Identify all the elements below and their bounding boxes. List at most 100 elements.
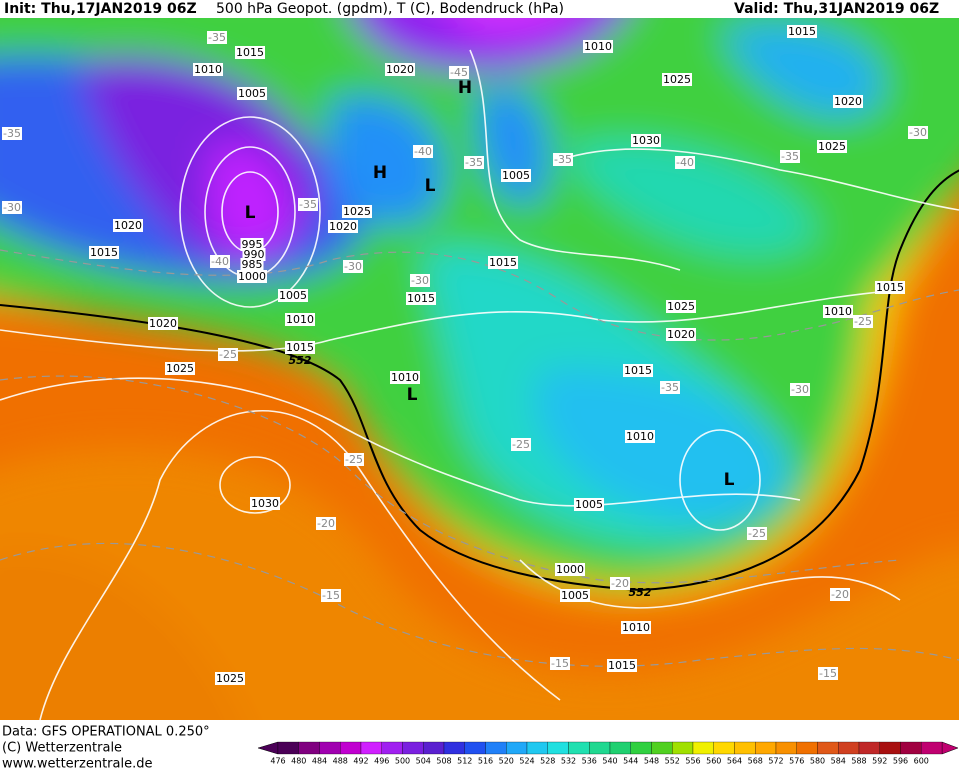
pressure-center: L bbox=[425, 176, 436, 196]
temperature-label-box bbox=[2, 127, 22, 140]
scale-label: 540 bbox=[602, 757, 617, 766]
isobar-label-box bbox=[631, 134, 661, 147]
temperature-label-box bbox=[660, 381, 680, 394]
isobar-label: 1015 bbox=[876, 281, 904, 294]
isobar-label-box bbox=[342, 205, 372, 218]
pressure-center: H bbox=[373, 163, 387, 183]
temperature-label-box bbox=[780, 150, 800, 163]
isobar-label: 1015 bbox=[236, 46, 264, 59]
scale-swatch bbox=[755, 741, 777, 755]
scale-label: 572 bbox=[768, 757, 783, 766]
scale-swatch bbox=[900, 741, 922, 755]
isobar-label-box bbox=[833, 95, 863, 108]
temperature-label: -20 bbox=[831, 588, 849, 601]
temperature-label: -40 bbox=[676, 156, 694, 169]
scale-label: 556 bbox=[685, 757, 700, 766]
isobar-label: 1005 bbox=[575, 498, 603, 511]
isobar-label-box bbox=[328, 220, 358, 233]
isobar-label-box bbox=[488, 256, 518, 269]
scale-swatch bbox=[734, 741, 756, 755]
isobar-label-box bbox=[285, 313, 315, 326]
header-title: 500 hPa Geopot. (gpdm), T (C), Bodendruc… bbox=[216, 1, 564, 17]
temperature-label: -30 bbox=[909, 126, 927, 139]
temperature-label-box bbox=[830, 588, 850, 601]
pressure-center: H bbox=[458, 78, 472, 98]
scale-end-right bbox=[941, 741, 959, 755]
scale-label: 508 bbox=[436, 757, 451, 766]
scale-swatch bbox=[713, 741, 735, 755]
isobar-label: 1020 bbox=[114, 219, 142, 232]
scale-swatch bbox=[858, 741, 880, 755]
scale-label: 552 bbox=[665, 757, 680, 766]
header-valid: Valid: Thu,31JAN2019 06Z bbox=[734, 1, 939, 17]
scale-label: 564 bbox=[727, 757, 742, 766]
isobar-label-box bbox=[165, 362, 195, 375]
temperature-label-box bbox=[550, 657, 570, 670]
scale-swatch bbox=[589, 741, 611, 755]
scale-label: 548 bbox=[644, 757, 659, 766]
scale-label: 532 bbox=[561, 757, 576, 766]
scale-swatch bbox=[402, 741, 424, 755]
isobar-label: 1005 bbox=[502, 169, 530, 182]
temperature-label: -35 bbox=[554, 153, 572, 166]
isobar-label: 1020 bbox=[834, 95, 862, 108]
scale-label: 600 bbox=[914, 757, 929, 766]
scale-swatch bbox=[817, 741, 839, 755]
isobar-label: 1005 bbox=[279, 289, 307, 302]
scale-swatch bbox=[775, 741, 797, 755]
temperature-label-box bbox=[344, 453, 364, 466]
temperature-label-box bbox=[343, 260, 363, 273]
temperature-label: -15 bbox=[551, 657, 569, 670]
isobar-label-box bbox=[113, 219, 143, 232]
isobar-label: 1020 bbox=[329, 220, 357, 233]
scale-label: 568 bbox=[748, 757, 763, 766]
scale-swatch bbox=[506, 741, 528, 755]
isobar-label-box bbox=[240, 258, 264, 271]
isobar-label: 1015 bbox=[90, 246, 118, 259]
isobar-label-box bbox=[278, 289, 308, 302]
isobar-label-box bbox=[560, 589, 590, 602]
temperature-label-box bbox=[298, 198, 318, 211]
scale-end-left bbox=[257, 741, 279, 755]
isobar-label: 1010 bbox=[584, 40, 612, 53]
map-labels: 1015 1010 1005 1020 1010 1025 1015 1020 1025 1030… bbox=[2, 25, 928, 685]
scale-label: 512 bbox=[457, 757, 472, 766]
scale-swatch bbox=[298, 741, 320, 755]
temperature-label: -35 bbox=[661, 381, 679, 394]
isobar-label: 1020 bbox=[386, 63, 414, 76]
scale-label: 480 bbox=[291, 757, 306, 766]
temperature-label: -30 bbox=[3, 201, 21, 214]
scale-label: 596 bbox=[893, 757, 908, 766]
temperature-label-box bbox=[449, 66, 469, 79]
temperature-label: -25 bbox=[512, 438, 530, 451]
isobar-label: 1020 bbox=[667, 328, 695, 341]
isobar-label: 1025 bbox=[216, 672, 244, 685]
isobar-label: 1030 bbox=[251, 497, 279, 510]
isobar-label: 1010 bbox=[194, 63, 222, 76]
temperature-label-box bbox=[413, 145, 433, 158]
height-label: 552 bbox=[289, 354, 312, 367]
isobar-label: 1025 bbox=[166, 362, 194, 375]
isobar-label-box bbox=[607, 659, 637, 672]
temperature-label: -35 bbox=[208, 31, 226, 44]
isobar-label-box bbox=[787, 25, 817, 38]
scale-label: 588 bbox=[851, 757, 866, 766]
isobar-label-box bbox=[666, 300, 696, 313]
isobar-label: 990 bbox=[244, 248, 265, 261]
scale-swatch bbox=[443, 741, 465, 755]
isobar-label-box bbox=[89, 246, 119, 259]
isobar-label-box bbox=[235, 46, 265, 59]
scale-label: 496 bbox=[374, 757, 389, 766]
isobar-label-box bbox=[621, 621, 651, 634]
scale-swatch bbox=[692, 741, 714, 755]
scale-swatch bbox=[651, 741, 673, 755]
isobar-label: 1025 bbox=[663, 73, 691, 86]
isobar-label: 1000 bbox=[556, 563, 584, 576]
isobar-label: 1025 bbox=[667, 300, 695, 313]
scale-swatch bbox=[838, 741, 860, 755]
scale-label: 560 bbox=[706, 757, 721, 766]
temperature-label-box bbox=[410, 274, 430, 287]
isobar-label-box bbox=[666, 328, 696, 341]
temperature-label-box bbox=[675, 156, 695, 169]
